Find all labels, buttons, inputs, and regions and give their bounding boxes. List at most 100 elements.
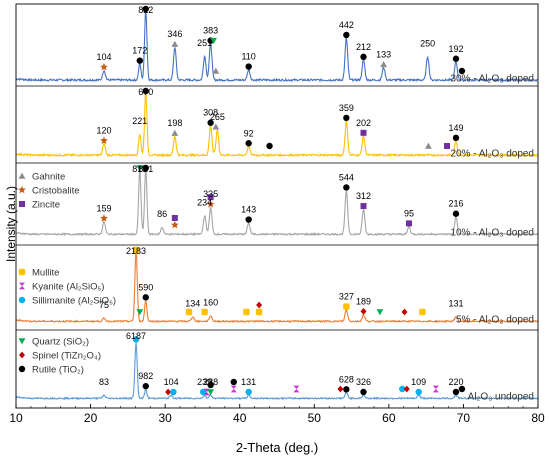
peak-label: 288 <box>203 377 218 387</box>
series-name-label: 20% - Al₂O₃ doped <box>450 149 534 160</box>
peak-label: 172 <box>132 46 147 56</box>
peak-label: 149 <box>448 123 463 133</box>
plot-frame <box>15 3 539 409</box>
series-name-label: 5% - Al₂O₃ doped <box>456 315 534 326</box>
phase-marker <box>230 378 237 386</box>
peak-label: 221 <box>132 116 147 126</box>
phase-marker <box>142 87 149 95</box>
legend-marker <box>19 201 25 207</box>
phase-marker <box>243 308 250 316</box>
phase-marker <box>206 200 215 208</box>
phase-marker <box>458 67 466 75</box>
phase-marker <box>337 385 344 393</box>
legend-entry-label: Quartz (SiO₂) <box>32 337 89 348</box>
peak-label: 159 <box>96 203 111 213</box>
peak-label: 822 <box>138 5 153 15</box>
x-tick-label: 70 <box>457 411 471 425</box>
phase-marker <box>207 389 215 396</box>
phase-marker <box>201 308 208 316</box>
axes-layer: 10 20 30 40 50 60 70 80 <box>9 3 545 425</box>
traces-layer <box>15 9 539 401</box>
panels-layer <box>16 85 538 331</box>
phase-marker <box>170 388 177 396</box>
peak-label: 92 <box>244 128 254 138</box>
phase-marker <box>171 129 179 136</box>
phase-marker <box>210 37 218 45</box>
phase-marker <box>207 194 214 201</box>
peak-label: 95 <box>404 208 414 218</box>
peak-label: 192 <box>448 44 463 54</box>
phase-marker <box>360 388 367 396</box>
series-name-label: 10% - Al₂O₃ doped <box>450 228 534 239</box>
peak-label: 251 <box>197 38 212 48</box>
phase-marker <box>245 140 252 147</box>
phase-marker <box>360 129 367 136</box>
peak-label: 312 <box>356 191 371 201</box>
peak-label: 134 <box>185 298 200 308</box>
phase-marker <box>401 308 408 316</box>
phase-marker <box>415 388 422 396</box>
phase-marker <box>360 307 367 315</box>
phase-marker <box>419 308 426 316</box>
phase-marker <box>380 60 388 68</box>
peak-label: 133 <box>376 49 391 59</box>
peak-label: 982 <box>138 371 153 381</box>
series-name-label: 30% - Al₂O₃ doped <box>450 74 534 85</box>
peak-label: 326 <box>356 377 371 387</box>
legend-marker <box>19 351 25 359</box>
phase-marker <box>170 220 179 229</box>
phase-marker <box>132 246 140 254</box>
peak-label: 628 <box>339 374 354 384</box>
x-axis-label: 2-Theta (deg.) <box>236 440 318 455</box>
phase-marker <box>256 301 263 309</box>
phase-marker <box>424 142 432 149</box>
phase-marker <box>142 294 149 301</box>
peak-label: 2183 <box>126 246 146 256</box>
legend-marker <box>18 185 26 194</box>
x-tick-label: 80 <box>531 411 545 425</box>
peak-label: 220 <box>448 377 463 387</box>
trace-series-3 <box>15 250 539 324</box>
labels-layer: 104 172 822 346 251 383 110 442 212 133 250 192 30% … <box>96 5 534 403</box>
peak-label: 327 <box>339 292 354 302</box>
x-tick-label: 40 <box>233 411 247 425</box>
peak-label: 346 <box>167 29 182 39</box>
peak-label: 383 <box>203 26 218 36</box>
trace-series-0 <box>15 9 539 83</box>
phase-marker <box>142 164 149 172</box>
phase-marker <box>405 220 412 227</box>
phase-marker <box>100 62 108 71</box>
phase-marker <box>165 388 172 396</box>
phase-marker <box>245 388 252 396</box>
peak-label: 815 <box>132 164 147 174</box>
phase-marker <box>142 5 149 13</box>
phase-marker <box>136 165 144 172</box>
peak-label: 670 <box>138 87 153 97</box>
legend-entry-label: Cristobalite <box>32 186 80 197</box>
x-tick-label: 20 <box>84 411 98 425</box>
series-name-label: Al₂O₃ undoped <box>468 392 534 403</box>
peak-label: 104 <box>164 377 179 387</box>
phase-marker <box>245 216 252 223</box>
peak-label: 131 <box>448 298 463 308</box>
phase-marker <box>230 385 237 393</box>
peak-label: 109 <box>411 377 426 387</box>
peak-label: 359 <box>339 103 354 113</box>
peak-label: 6187 <box>126 331 146 341</box>
trace-series-4 <box>15 341 539 401</box>
phase-marker <box>452 134 460 142</box>
legend-marker <box>18 338 26 345</box>
phase-marker <box>343 31 350 39</box>
phase-marker <box>444 143 451 149</box>
markers-layer <box>100 5 466 396</box>
phase-marker <box>343 114 350 122</box>
peak-label: 189 <box>356 296 371 306</box>
phase-marker <box>360 203 367 210</box>
legend-entry-label: Zincite <box>32 200 60 211</box>
trace-series-1 <box>15 92 539 158</box>
peak-label: 590 <box>138 282 153 292</box>
phase-marker <box>376 309 384 316</box>
peak-label: 198 <box>167 118 182 128</box>
phase-marker <box>266 142 273 150</box>
